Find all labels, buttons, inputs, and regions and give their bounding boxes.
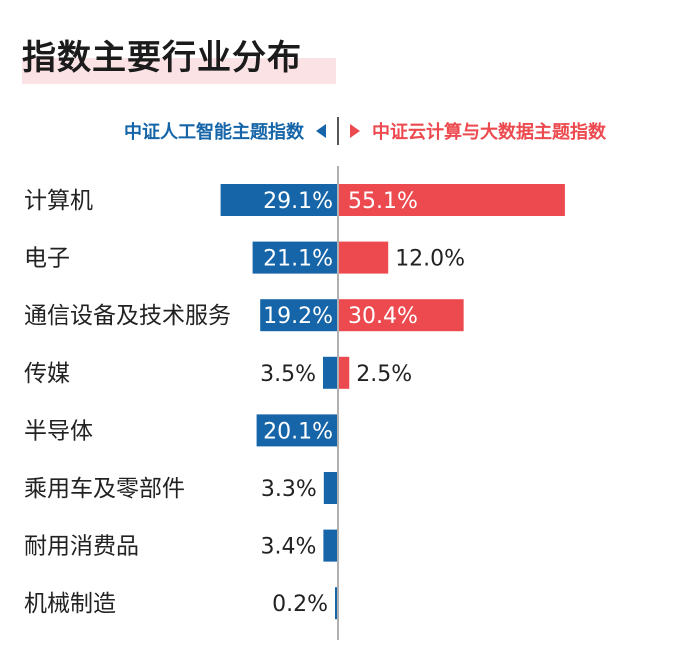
left-bar (323, 529, 337, 562)
right-value-label: 2.5% (356, 362, 412, 387)
right-bar (339, 356, 350, 389)
category-label: 电子 (24, 246, 70, 272)
category-label: 机械制造 (24, 591, 116, 617)
left-value-label: 20.1% (263, 419, 333, 444)
left-value-label: 21.1% (263, 247, 333, 272)
left-value-label: 3.3% (261, 477, 317, 502)
right-bar (339, 241, 389, 274)
left-bar (260, 299, 337, 332)
legend-right-arrow-icon (350, 124, 360, 138)
title-block: 指数主要行业分布 (22, 28, 336, 84)
right-value-label: 55.1% (348, 189, 418, 214)
legend-left-arrow-icon (316, 124, 326, 138)
category-label: 计算机 (24, 188, 93, 214)
right-bar (339, 184, 565, 216)
title-highlight (22, 58, 336, 84)
left-bar (256, 414, 337, 447)
category-label: 乘用车及零部件 (24, 476, 185, 502)
left-value-label: 19.2% (263, 304, 333, 329)
right-value-label: 30.4% (348, 304, 418, 329)
right-value-label: 12.0% (395, 247, 465, 272)
left-value-label: 3.5% (260, 362, 316, 387)
left-bar (335, 587, 337, 620)
right-bar (339, 299, 464, 332)
left-bar (323, 356, 337, 389)
left-bar (323, 472, 337, 504)
left-value-label: 0.2% (272, 592, 328, 617)
left-value-label: 29.1% (263, 189, 333, 214)
category-label: 通信设备及技术服务 (24, 303, 231, 329)
legend-right-label: 中证云计算与大数据主题指数 (372, 121, 607, 143)
category-label: 耐用消费品 (24, 534, 139, 560)
left-value-label: 3.4% (260, 535, 316, 560)
left-bar (220, 184, 337, 216)
category-label: 半导体 (24, 418, 93, 444)
page-title: 指数主要行业分布 (22, 38, 302, 78)
legend-left-label: 中证人工智能主题指数 (124, 121, 305, 143)
category-label: 传媒 (24, 361, 70, 387)
left-bar (252, 241, 337, 274)
